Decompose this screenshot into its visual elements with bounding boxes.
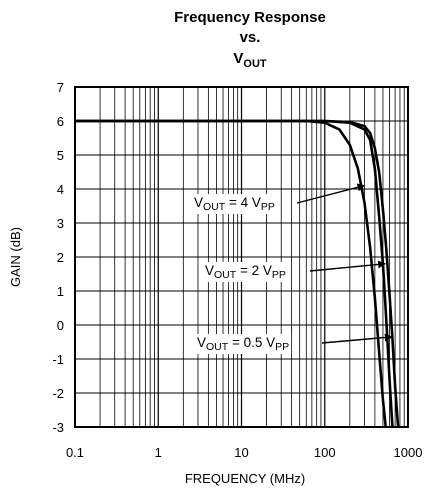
- chart-title-var-sub: OUT: [243, 58, 267, 70]
- annotation-subscript: PP: [261, 201, 275, 213]
- x-tick-label: 0.1: [66, 445, 84, 460]
- annotation-label-bg: [203, 262, 288, 282]
- chart-title-line-2: vs.: [240, 29, 261, 46]
- annotation-text: V: [194, 195, 203, 210]
- y-tick-label: 1: [57, 284, 64, 299]
- annotation-label: VOUT = 4 VPP: [194, 195, 275, 213]
- annotation-label: VOUT = 2 VPP: [205, 263, 286, 281]
- y-tick-label: 4: [57, 182, 64, 197]
- annotation-label-bg: [195, 334, 292, 354]
- y-axis-label: GAIN (dB): [8, 227, 23, 287]
- grid: [75, 87, 408, 427]
- y-tick-label: 0: [57, 318, 64, 333]
- chart-title-var: V: [233, 50, 243, 67]
- annotation-label-bg: [192, 194, 277, 214]
- annotation-subscript: OUT: [206, 341, 229, 353]
- x-tick-label: 1000: [394, 445, 423, 460]
- y-tick-label: 7: [57, 80, 64, 95]
- series-line-vout_0_5vpp: [75, 119, 400, 428]
- x-axis-label: FREQUENCY (MHz): [185, 471, 305, 486]
- y-tick-label: -3: [52, 420, 64, 435]
- plot-frame: [74, 86, 409, 428]
- y-tick-label: 5: [57, 148, 64, 163]
- annotation-subscript: OUT: [203, 201, 226, 213]
- x-tick-label: 1: [155, 445, 162, 460]
- annotation-text: = 4 V: [225, 195, 261, 210]
- chart-title-line-1: Frequency Response: [174, 9, 326, 26]
- series-group: [75, 119, 400, 428]
- y-tick-label: 6: [57, 114, 64, 129]
- y-tick-label: 2: [57, 250, 64, 265]
- annotation-arrow: [321, 333, 393, 344]
- annotation-text: V: [197, 335, 206, 350]
- x-tick-label: 100: [314, 445, 336, 460]
- annotation-text: = 0.5 V: [228, 335, 275, 350]
- annotation-text: = 2 V: [236, 263, 272, 278]
- y-tick-label: -1: [52, 352, 64, 367]
- y-tick-label: 3: [57, 216, 64, 231]
- x-tick-label: 10: [234, 445, 248, 460]
- annotation-subscript: PP: [272, 269, 286, 281]
- annotation-subscript: PP: [275, 341, 289, 353]
- annotation-arrow: [296, 183, 366, 204]
- y-tick-label: -2: [52, 386, 64, 401]
- annotation-text: V: [205, 263, 214, 278]
- chart-title-line-3: VOUT: [233, 50, 267, 70]
- annotation-subscript: OUT: [214, 269, 237, 281]
- annotation-label: VOUT = 0.5 VPP: [197, 335, 289, 353]
- annotation-arrow: [309, 260, 387, 272]
